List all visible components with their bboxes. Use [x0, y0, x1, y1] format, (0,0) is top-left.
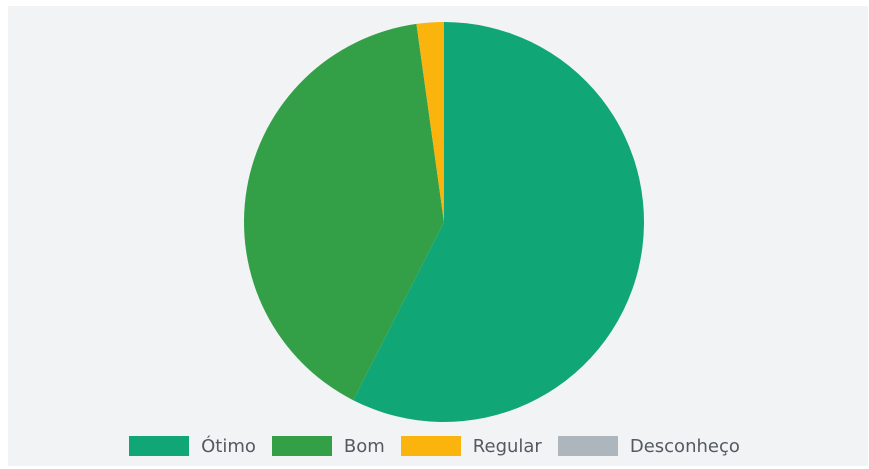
legend-swatch-bom	[271, 436, 332, 456]
legend-label-otimo: Ótimo	[201, 435, 256, 457]
legend-swatch-regular	[400, 436, 461, 456]
legend-label-bom: Bom	[343, 435, 385, 457]
chart-legend: Ótimo Bom Regular Desconheço	[0, 434, 869, 458]
pie-slice-bom[interactable]	[244, 23, 444, 401]
legend-item-desconheco[interactable]: Desconheço	[557, 435, 740, 457]
legend-item-regular[interactable]: Regular	[400, 435, 542, 457]
legend-label-regular: Regular	[472, 435, 542, 457]
legend-swatch-otimo	[129, 436, 190, 456]
pie-slice-regular[interactable]	[416, 22, 444, 222]
pie-slice-otimo[interactable]	[353, 22, 645, 422]
legend-label-desconheco: Desconheço	[629, 435, 740, 457]
legend-item-bom[interactable]: Bom	[271, 435, 385, 457]
legend-item-otimo[interactable]: Ótimo	[129, 436, 256, 457]
legend-swatch-desconheco	[557, 436, 618, 456]
